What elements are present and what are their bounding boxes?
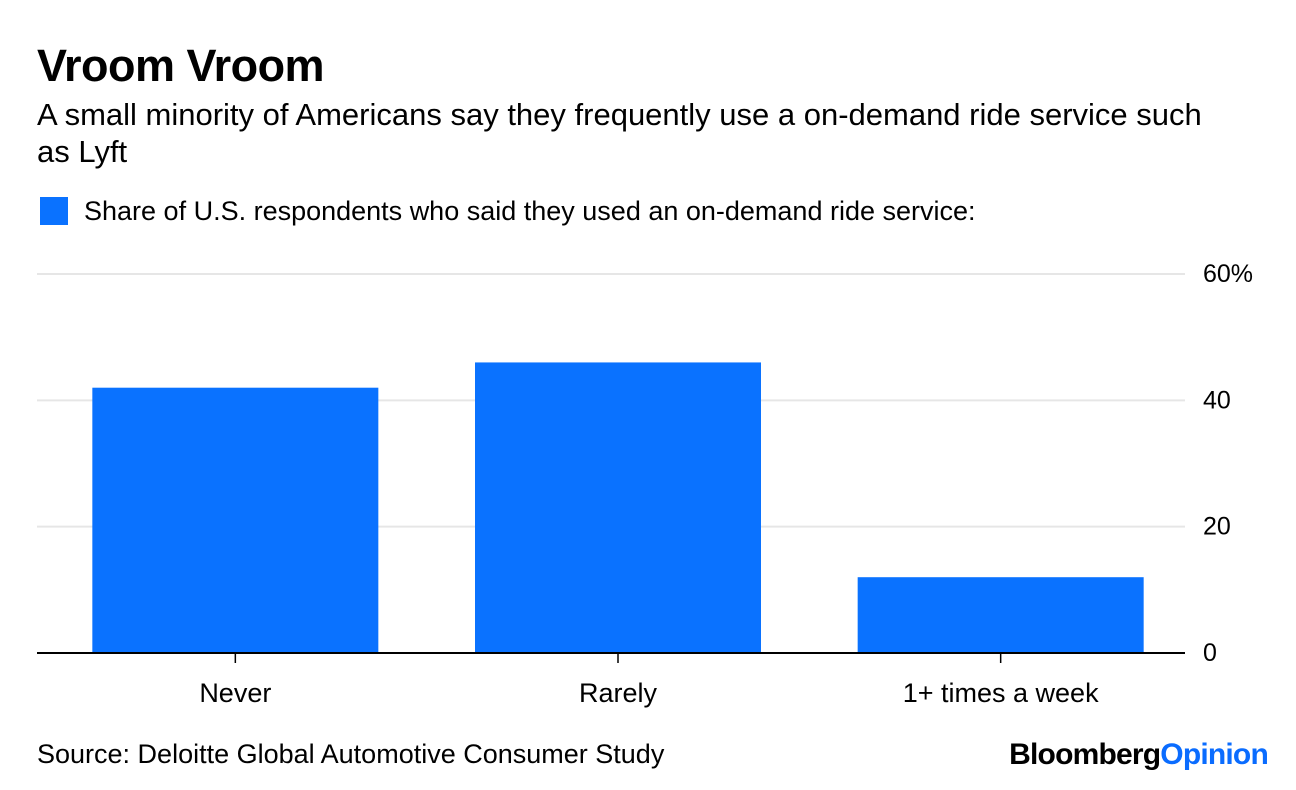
x-tick-label: Never (199, 678, 271, 708)
bar-chart: 0 20 40 60% Never Rarely 1+ times a week (37, 260, 1253, 708)
bar (92, 387, 379, 653)
legend-swatch (40, 197, 68, 225)
chart-subtitle: A small minority of Americans say they f… (37, 97, 1202, 169)
legend-label: Share of U.S. respondents who said they … (84, 195, 976, 226)
bar (475, 362, 761, 653)
x-tick-label: Rarely (579, 678, 658, 708)
source-note: Source: Deloitte Global Automotive Consu… (37, 739, 665, 769)
y-tick-label: 60% (1203, 260, 1253, 288)
y-tick-label: 40 (1203, 386, 1231, 414)
legend: Share of U.S. respondents who said they … (40, 194, 976, 228)
y-tick-label: 20 (1203, 513, 1231, 541)
bar (857, 577, 1144, 653)
x-tick-label: 1+ times a week (903, 678, 1099, 708)
chart-title: Vroom Vroom (37, 40, 325, 91)
y-tick-label: 0 (1203, 639, 1217, 667)
bloomberg-opinion-logo: BloombergOpinion (1009, 738, 1269, 771)
